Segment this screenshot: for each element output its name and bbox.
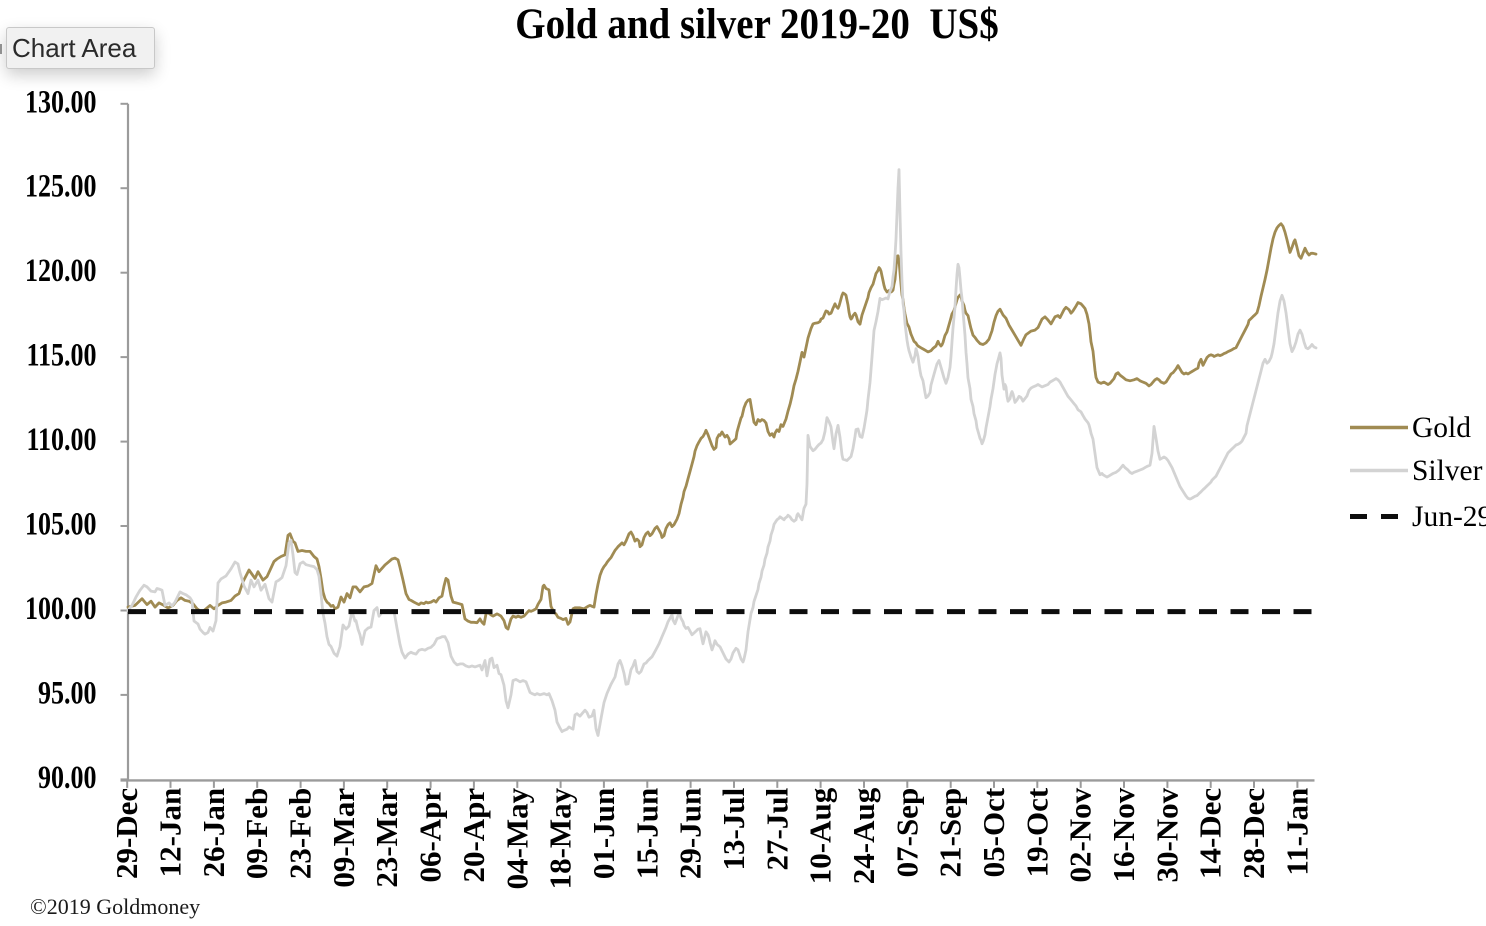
svg-text:29-Dec: 29-Dec [109, 788, 144, 879]
svg-text:105.00: 105.00 [25, 507, 96, 542]
svg-text:10-Aug: 10-Aug [803, 787, 838, 884]
svg-text:15-Jun: 15-Jun [629, 788, 664, 879]
svg-text:23-Mar: 23-Mar [369, 788, 404, 888]
svg-text:06-Apr: 06-Apr [413, 788, 448, 883]
svg-text:©2019 Goldmoney: ©2019 Goldmoney [30, 894, 200, 919]
svg-text:04-May: 04-May [499, 787, 534, 889]
svg-text:90.00: 90.00 [38, 760, 96, 795]
svg-text:05-Oct: 05-Oct [976, 787, 1011, 877]
svg-text:95.00: 95.00 [38, 676, 96, 711]
svg-text:100.00: 100.00 [25, 591, 96, 626]
svg-text:27-Jul: 27-Jul [759, 787, 794, 870]
svg-text:115.00: 115.00 [26, 338, 96, 373]
svg-text:Gold: Gold [1412, 412, 1471, 444]
svg-text:26-Jan: 26-Jan [196, 788, 231, 878]
svg-text:18-May: 18-May [543, 787, 578, 889]
svg-text:30-Nov: 30-Nov [1149, 787, 1184, 882]
svg-text:Gold and silver 2019-20 US$: Gold and silver 2019-20 US$ [515, 0, 998, 47]
svg-text:110.00: 110.00 [26, 422, 96, 457]
svg-text:Jun-29: Jun-29 [1412, 501, 1486, 533]
svg-text:07-Sep: 07-Sep [889, 788, 924, 878]
svg-text:130.00: 130.00 [25, 85, 96, 120]
svg-text:125.00: 125.00 [25, 169, 96, 204]
svg-text:09-Mar: 09-Mar [326, 788, 361, 888]
svg-text:24-Aug: 24-Aug [846, 787, 881, 884]
svg-text:Silver: Silver [1412, 455, 1483, 487]
svg-text:21-Sep: 21-Sep [933, 788, 968, 878]
svg-text:13-Jul: 13-Jul [716, 787, 751, 870]
svg-text:29-Jun: 29-Jun [673, 788, 708, 879]
svg-text:14-Dec: 14-Dec [1193, 788, 1228, 879]
svg-text:02-Nov: 02-Nov [1063, 787, 1098, 882]
svg-text:16-Nov: 16-Nov [1106, 787, 1141, 882]
svg-text:20-Apr: 20-Apr [456, 788, 491, 883]
svg-text:12-Jan: 12-Jan [153, 788, 188, 878]
svg-text:01-Jun: 01-Jun [586, 788, 621, 879]
svg-text:23-Feb: 23-Feb [283, 788, 318, 879]
svg-text:11-Jan: 11-Jan [1279, 788, 1314, 876]
svg-text:19-Oct: 19-Oct [1019, 787, 1054, 877]
svg-text:09-Feb: 09-Feb [239, 788, 274, 879]
svg-text:28-Dec: 28-Dec [1236, 788, 1271, 879]
svg-text:120.00: 120.00 [25, 254, 96, 289]
